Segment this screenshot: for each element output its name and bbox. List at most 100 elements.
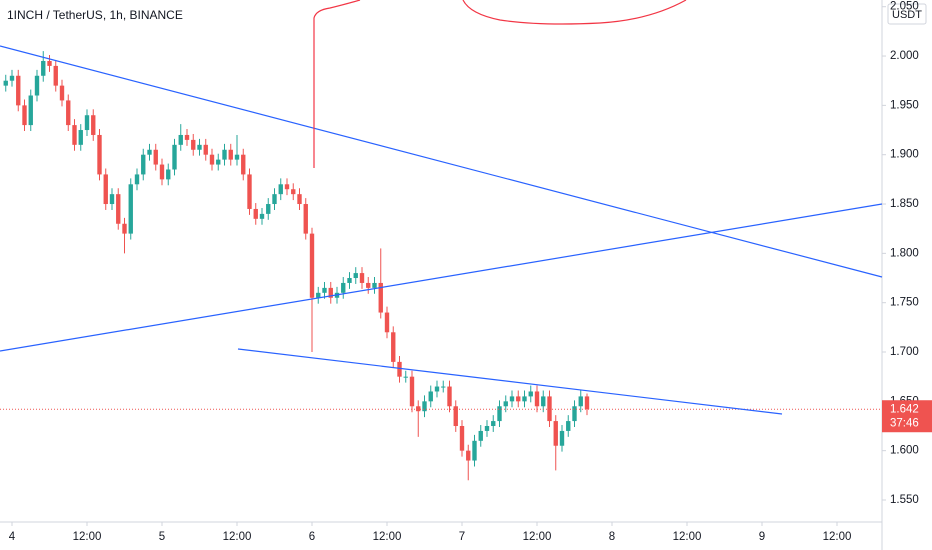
candle-body xyxy=(409,376,415,407)
candle-body xyxy=(222,149,227,160)
freehand-drawing xyxy=(313,0,687,168)
y-tick-label: 2.000 xyxy=(890,50,919,62)
candle-body xyxy=(172,144,177,170)
candle-body xyxy=(353,273,358,279)
candle-body xyxy=(478,430,483,441)
candle-body xyxy=(541,396,546,407)
candle-body xyxy=(422,401,427,412)
candle-body xyxy=(297,194,302,205)
candle-body xyxy=(347,278,352,283)
candle-body xyxy=(247,174,252,209)
candle-body xyxy=(3,80,8,86)
candle-body xyxy=(366,282,371,288)
candle-body xyxy=(41,60,46,76)
x-tick-label: 5 xyxy=(159,531,165,543)
x-tick-label: 9 xyxy=(759,531,765,543)
candle-body xyxy=(309,233,315,298)
candle-body xyxy=(384,312,390,333)
x-tick-label: 12:00 xyxy=(373,531,402,543)
candle-body xyxy=(566,421,571,431)
candle-body xyxy=(372,282,377,288)
x-tick-label: 12:00 xyxy=(823,531,852,543)
candle-body xyxy=(484,426,490,431)
candle-body xyxy=(441,386,446,388)
x-tick-label: 12:00 xyxy=(673,531,702,543)
candle-body xyxy=(184,134,190,140)
candle-body xyxy=(84,115,90,131)
candle-body xyxy=(291,189,296,195)
candle-body xyxy=(266,204,271,214)
x-tick-label: 12:00 xyxy=(73,531,102,543)
candle-body xyxy=(559,430,565,446)
candle-body xyxy=(66,100,71,126)
candle-body xyxy=(216,159,221,165)
candle-body xyxy=(59,85,65,101)
trend-line xyxy=(0,203,883,352)
candle-body xyxy=(253,208,258,219)
y-tick-label: 2.050 xyxy=(890,1,919,13)
x-tick-label: 4 xyxy=(9,531,16,543)
candle-body xyxy=(378,282,383,313)
candle-body xyxy=(134,174,140,185)
candle-body xyxy=(147,149,152,155)
candle-body xyxy=(341,282,346,293)
candle-body xyxy=(53,65,58,86)
y-tick-label: 1.950 xyxy=(890,99,919,111)
candle-body xyxy=(241,154,246,175)
candle-body xyxy=(578,396,583,407)
candle-body xyxy=(447,386,452,407)
last-price-box xyxy=(882,400,932,433)
candle-body xyxy=(453,406,458,427)
candle-body xyxy=(509,396,515,402)
candle-body xyxy=(322,287,327,293)
y-tick-label: 1.550 xyxy=(890,494,919,506)
y-tick-label: 1.700 xyxy=(890,346,919,358)
y-tick-label: 1.900 xyxy=(890,149,919,161)
candle-body xyxy=(228,149,233,160)
candle-body xyxy=(34,75,40,96)
candle-body xyxy=(116,194,121,224)
candle-body xyxy=(328,287,333,298)
candle-body xyxy=(159,164,165,180)
candle-body xyxy=(359,273,365,283)
countdown-label: 37:46 xyxy=(890,417,919,429)
candle-body xyxy=(491,421,496,427)
currency-label: USDT xyxy=(892,9,922,21)
y-tick-label: 1.600 xyxy=(890,445,919,457)
candle-body xyxy=(397,361,402,377)
candle-body xyxy=(303,204,308,234)
candle-body xyxy=(259,213,265,219)
x-tick-label: 12:00 xyxy=(223,531,252,543)
candle-body xyxy=(91,115,96,135)
trend-line xyxy=(0,45,883,278)
candle-body xyxy=(403,376,408,378)
candle-body xyxy=(434,386,440,392)
x-tick-label: 6 xyxy=(309,531,315,543)
candle-body xyxy=(22,105,27,126)
candle-body xyxy=(97,134,102,175)
y-tick-label: 1.800 xyxy=(890,247,919,259)
currency-box[interactable] xyxy=(887,3,927,25)
candle-body xyxy=(203,144,208,155)
candle-body xyxy=(316,292,321,298)
candle-body xyxy=(584,396,590,410)
candle-body xyxy=(28,95,33,126)
candle-body xyxy=(153,149,158,165)
candle-body xyxy=(459,426,465,451)
y-tick-label: 1.750 xyxy=(890,297,919,309)
candle-body xyxy=(416,406,421,412)
candle-body xyxy=(16,75,21,106)
candle-body xyxy=(234,154,240,160)
last-price-label: 1.642 xyxy=(890,403,919,415)
candle-body xyxy=(209,154,215,165)
candle-body xyxy=(47,60,52,66)
candle-body xyxy=(166,169,171,180)
candle-body xyxy=(522,396,527,402)
candle-body xyxy=(534,391,540,407)
plot xyxy=(0,51,882,481)
candle-body xyxy=(284,184,290,190)
x-tick-label: 7 xyxy=(459,531,465,543)
candle-body xyxy=(278,184,283,195)
